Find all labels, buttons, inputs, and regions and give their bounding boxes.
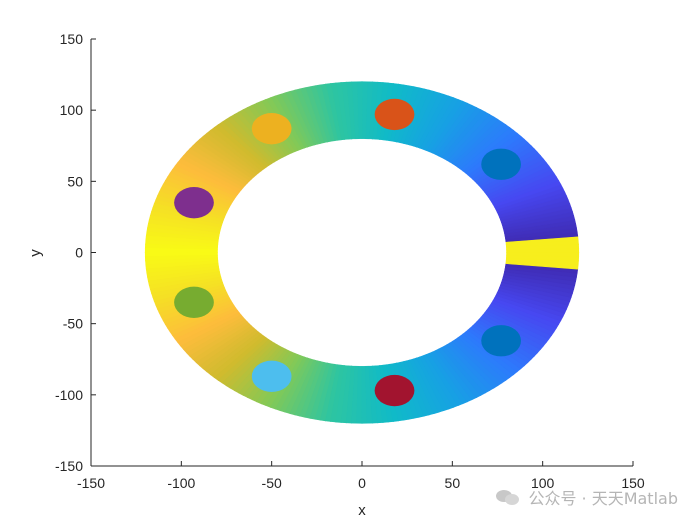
spot-marker [251, 113, 292, 145]
x-tick-label: -100 [167, 475, 195, 491]
y-tick-label: 150 [60, 31, 84, 47]
x-tick-label: 100 [531, 475, 555, 491]
x-axis-label: x [358, 502, 366, 519]
ring-segment [506, 252, 580, 258]
y-axis-label: y [27, 249, 44, 257]
y-tick-label: 0 [75, 245, 83, 261]
spot-marker [251, 360, 292, 392]
spot-marker [374, 98, 415, 131]
y-tick-label: -50 [63, 316, 83, 332]
spot-marker [481, 148, 521, 180]
x-tick-label: 50 [445, 475, 461, 491]
x-tick-label: -150 [77, 475, 105, 491]
y-tick-label: -100 [55, 387, 83, 403]
ring-band [144, 81, 580, 424]
axes: -150 -100 -50 0 50 100 150 -150 -100 -50 0 50 100 150 [55, 31, 645, 491]
spot-marker [374, 374, 415, 407]
spot-marker [481, 325, 521, 357]
watermark-text: 公众号 · 天天Matlab [528, 489, 678, 508]
y-tick-label: -150 [55, 458, 83, 474]
x-tick-label: 0 [358, 475, 366, 491]
watermark: 公众号 · 天天Matlab [496, 485, 678, 509]
wechat-icon [496, 488, 522, 506]
x-tick-label: -50 [262, 475, 282, 491]
spot-marker [174, 187, 214, 219]
spot-markers [174, 98, 521, 407]
x-tick-label: 150 [621, 475, 645, 491]
y-tick-label: 50 [67, 173, 83, 189]
spot-marker [174, 286, 214, 318]
y-tick-label: 100 [60, 102, 84, 118]
